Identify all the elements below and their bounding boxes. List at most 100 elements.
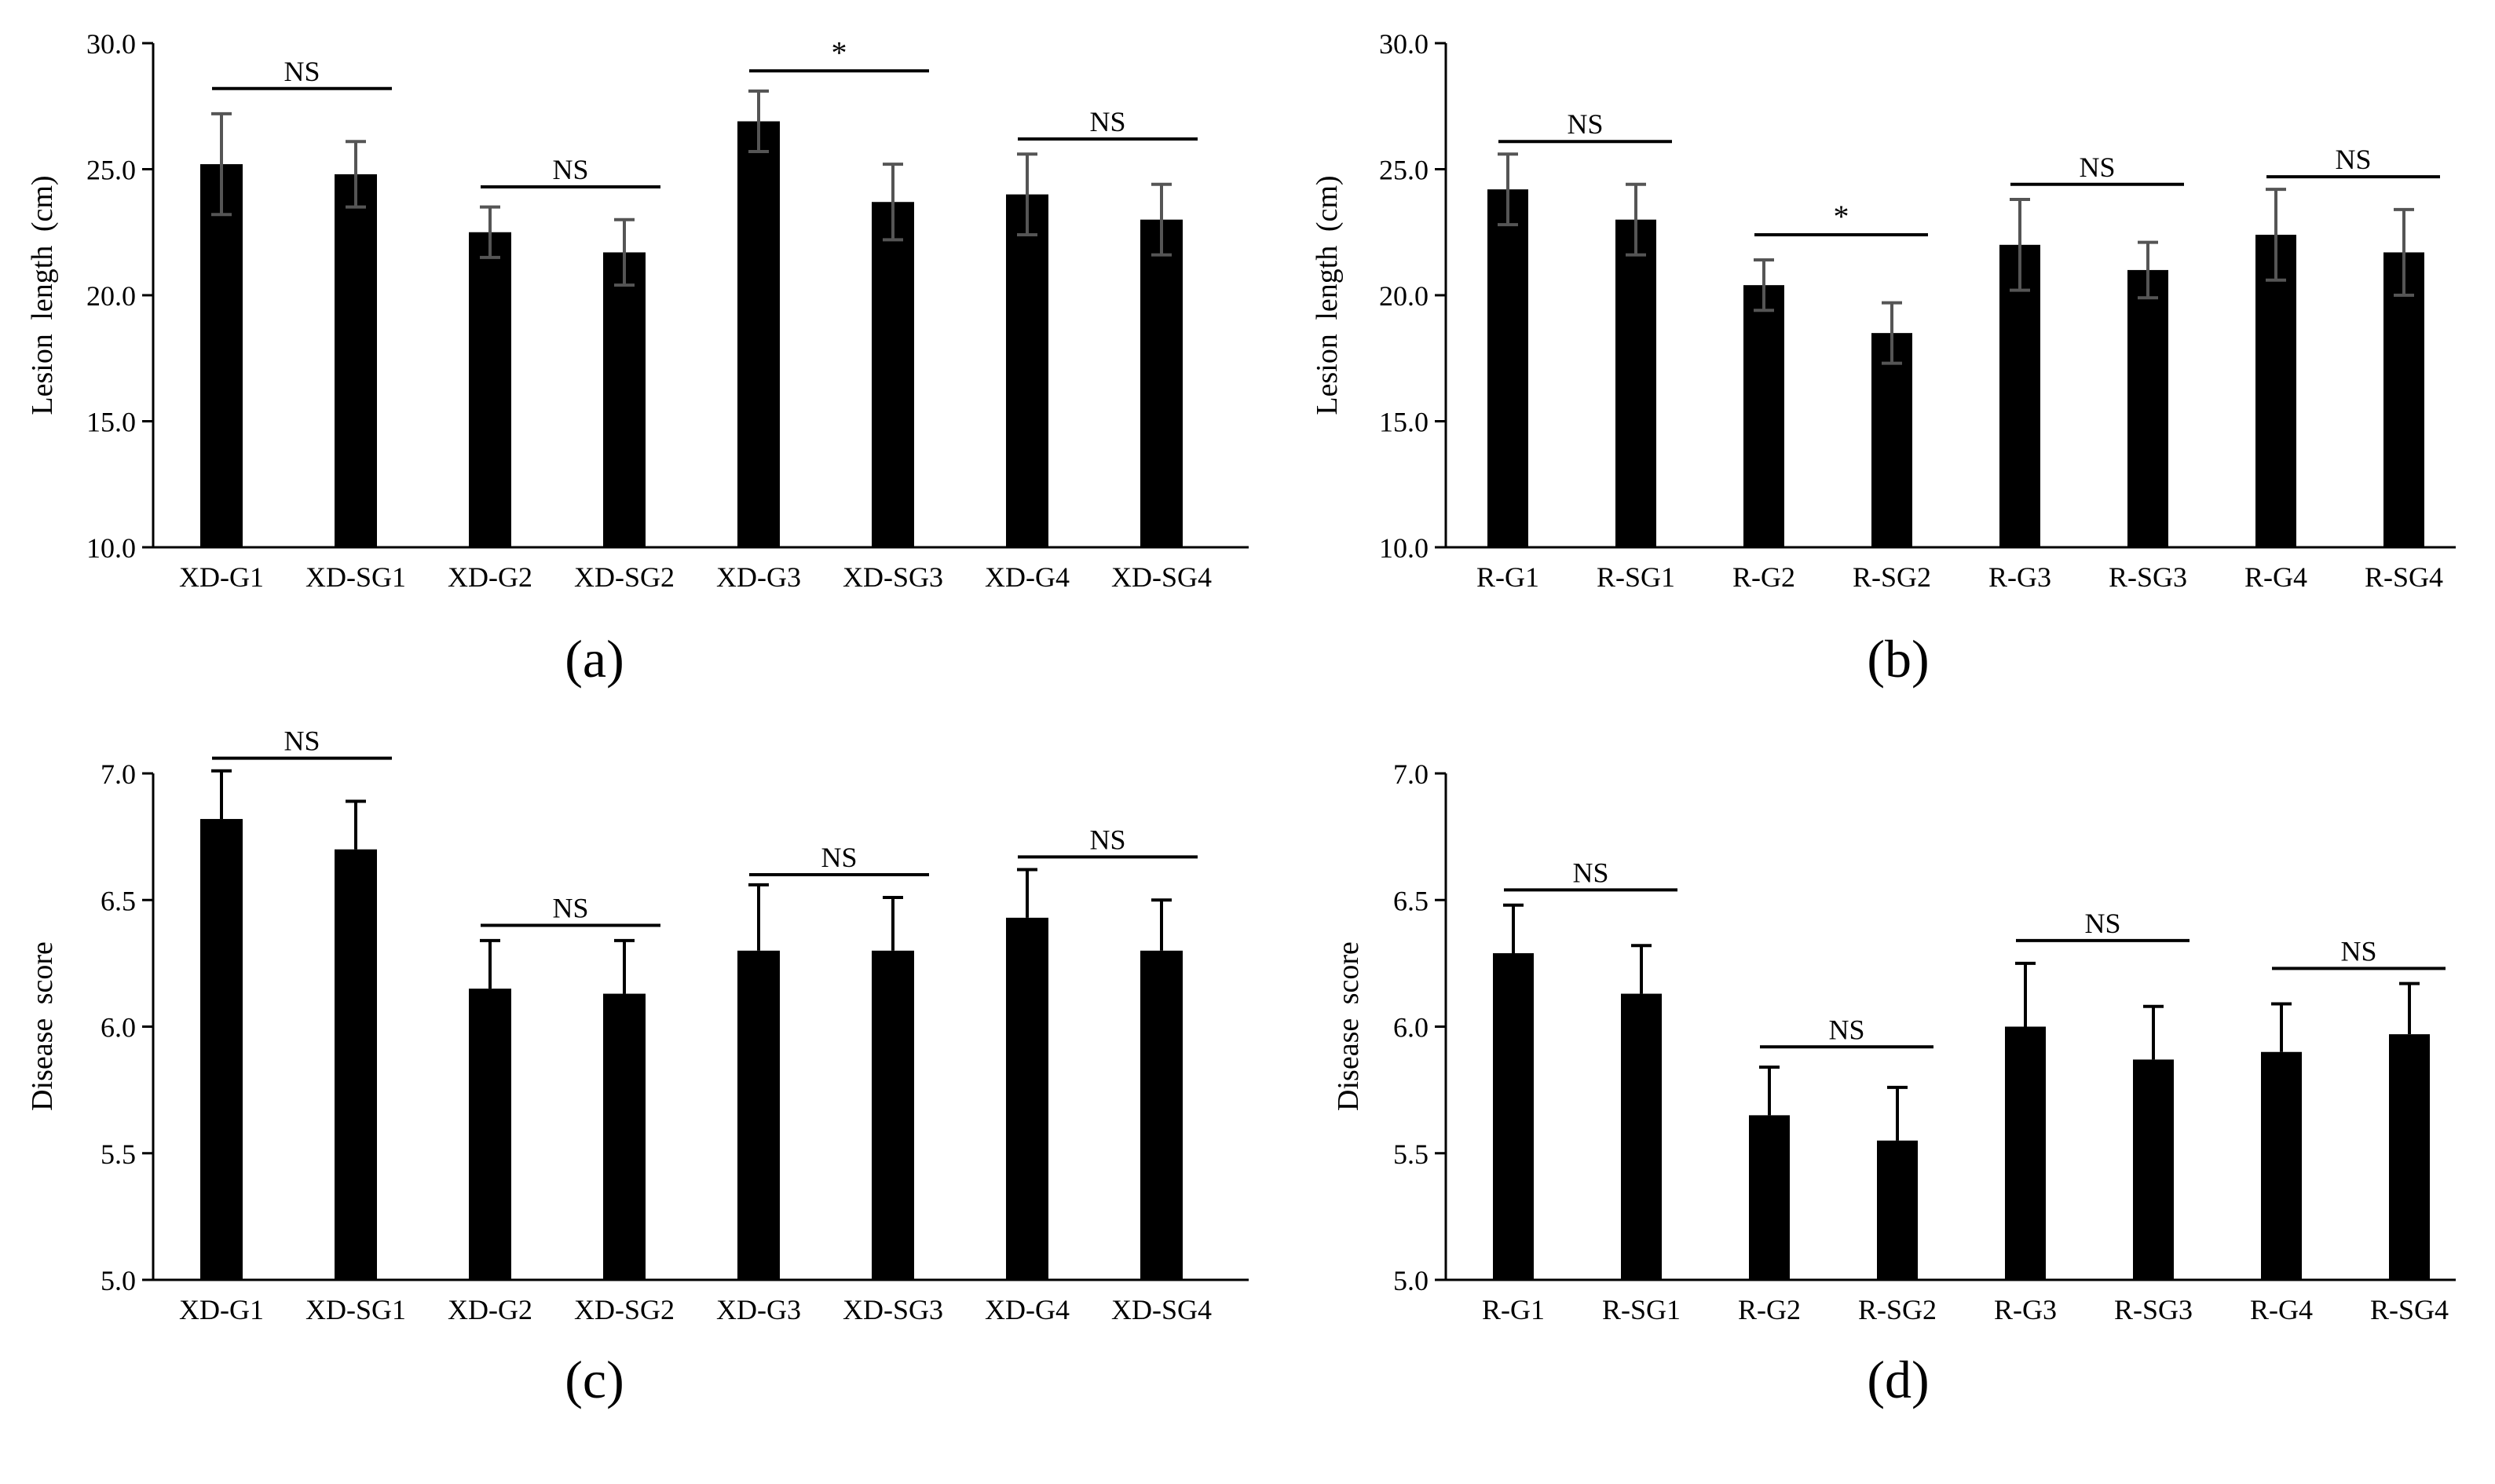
x-tick-label: R-G3 — [1988, 561, 2051, 593]
x-tick-label: R-G2 — [1732, 561, 1795, 593]
bar-r-sg1 — [1621, 993, 1662, 1280]
x-tick-label: XD-G1 — [179, 561, 264, 593]
error-bar-r-sg3 — [2143, 1004, 2164, 1060]
error-bar-r-g2 — [1754, 258, 1774, 313]
error-bar-xd-g4 — [1017, 868, 1037, 918]
significance-label: NS — [1089, 106, 1125, 137]
y-tick-label: 10.0 — [86, 532, 136, 564]
panel-d: 5.0 5.5 6.0 6.5 7.0 Disease score R-G1 R-SG1 R-G… — [1332, 758, 2456, 1409]
y-tick-label: 5.0 — [101, 1265, 136, 1296]
error-bar-xd-sg4 — [1151, 898, 1172, 951]
bar-r-sg4 — [2383, 252, 2424, 547]
significance-label: NS — [284, 726, 320, 757]
error-bar-r-g1 — [1498, 152, 1518, 227]
x-tick-label: XD-G4 — [985, 1294, 1070, 1325]
y-tick-label: 7.0 — [101, 758, 136, 790]
error-bar-xd-sg4 — [1151, 182, 1172, 257]
panel-label: (d) — [1867, 1350, 1929, 1409]
panel-label: (c) — [565, 1350, 624, 1409]
panels: 10.0 15.0 20.0 25.0 30.0 Lesion length (cm) XD… — [26, 28, 2456, 1409]
error-bar-xd-sg1 — [346, 799, 366, 850]
x-tick-label: XD-G3 — [716, 561, 801, 593]
significance-label: NS — [1089, 824, 1125, 855]
error-bar-xd-sg3 — [883, 163, 903, 242]
x-tick-label: XD-G3 — [716, 1294, 801, 1325]
y-tick-label: 6.0 — [1393, 1012, 1429, 1044]
x-tick-label: XD-SG1 — [305, 1294, 406, 1325]
significance-label: NS — [552, 154, 588, 185]
x-tick-label: XD-SG3 — [843, 1294, 943, 1325]
y-tick-label: 5.5 — [1393, 1139, 1429, 1170]
error-bar-xd-g3 — [748, 883, 769, 951]
panel-a: 10.0 15.0 20.0 25.0 30.0 Lesion length (cm) XD… — [26, 28, 1249, 689]
x-tick-label: R-G4 — [2250, 1294, 2313, 1325]
error-bar-xd-sg2 — [614, 938, 635, 994]
significance-label: NS — [284, 56, 320, 87]
y-tick-label: 5.0 — [1393, 1265, 1429, 1296]
y-axis-title: Lesion length (cm) — [1311, 175, 1344, 415]
bar-r-g1 — [1493, 952, 1534, 1280]
x-tick-label: XD-G1 — [179, 1294, 264, 1325]
bar-r-g3 — [1999, 244, 2040, 547]
x-tick-label: XD-G2 — [448, 561, 532, 593]
significance-label: NS — [552, 893, 588, 924]
significance-label: NS — [2335, 144, 2371, 175]
y-tick-label: 6.5 — [1393, 885, 1429, 916]
x-tick-label: R-G1 — [1476, 561, 1539, 593]
significance-label: NS — [1828, 1014, 1864, 1045]
bar-xd-sg1 — [335, 174, 377, 548]
x-tick-label: XD-G2 — [448, 1294, 532, 1325]
significance-label: NS — [1572, 857, 1608, 888]
bar-r-g2 — [1749, 1115, 1790, 1280]
error-bar-xd-g1 — [211, 111, 232, 217]
y-tick-label: 20.0 — [86, 280, 136, 312]
bar-xd-g1 — [200, 819, 243, 1280]
x-tick-label: R-SG4 — [2370, 1294, 2449, 1325]
x-tick-label: R-SG3 — [2114, 1294, 2193, 1325]
significance-label: NS — [821, 842, 857, 873]
x-tick-label: R-SG1 — [1597, 561, 1675, 593]
bar-r-sg2 — [1871, 333, 1912, 547]
error-bar-xd-sg2 — [614, 217, 635, 287]
bar-xd-g2 — [469, 989, 511, 1280]
bar-xd-g3 — [737, 121, 780, 547]
x-tick-label: R-G2 — [1738, 1294, 1801, 1325]
y-axis-title: Disease score — [1332, 941, 1365, 1111]
x-tick-label: R-SG4 — [2365, 561, 2443, 593]
error-bar-r-sg1 — [1631, 944, 1652, 994]
bar-xd-g2 — [469, 232, 511, 547]
error-bar-xd-g2 — [480, 205, 500, 259]
x-tick-label: R-SG2 — [1853, 561, 1931, 593]
error-bar-xd-g4 — [1017, 152, 1037, 236]
x-tick-label: R-G3 — [1994, 1294, 2057, 1325]
x-tick-label: XD-SG4 — [1111, 561, 1212, 593]
x-tick-label: R-SG1 — [1602, 1294, 1681, 1325]
x-tick-label: XD-SG2 — [574, 561, 675, 593]
bar-xd-sg3 — [872, 950, 914, 1280]
error-bar-r-sg1 — [1626, 182, 1646, 257]
error-bar-xd-g2 — [480, 938, 500, 989]
error-bar-r-g3 — [2015, 961, 2036, 1027]
error-bar-r-g4 — [2271, 1002, 2292, 1052]
x-tick-label: XD-SG3 — [843, 561, 943, 593]
panel-label: (a) — [565, 629, 624, 689]
bar-xd-sg2 — [603, 993, 646, 1280]
error-bar-xd-sg1 — [346, 140, 366, 209]
error-bar-r-sg4 — [2399, 981, 2420, 1035]
y-axis-title: Lesion length (cm) — [26, 175, 59, 415]
significance-label: * — [1834, 199, 1849, 234]
bar-xd-sg1 — [335, 849, 377, 1280]
error-bar-r-sg3 — [2138, 240, 2158, 300]
y-tick-label: 7.0 — [1393, 758, 1429, 790]
x-tick-label: R-SG3 — [2109, 561, 2187, 593]
y-tick-label: 15.0 — [86, 407, 136, 438]
y-tick-label: 20.0 — [1379, 280, 1429, 312]
y-tick-label: 10.0 — [1379, 532, 1429, 564]
panel-c: 5.0 5.5 6.0 6.5 7.0 Disease score XD-G1 XD-SG1 X… — [26, 726, 1249, 1409]
y-tick-label: 30.0 — [86, 28, 136, 60]
bar-r-g1 — [1487, 189, 1528, 547]
bar-r-g4 — [2261, 1051, 2302, 1280]
error-bar-r-sg4 — [2394, 207, 2414, 297]
x-tick-label: R-G4 — [2244, 561, 2307, 593]
bar-r-sg4 — [2389, 1034, 2430, 1280]
